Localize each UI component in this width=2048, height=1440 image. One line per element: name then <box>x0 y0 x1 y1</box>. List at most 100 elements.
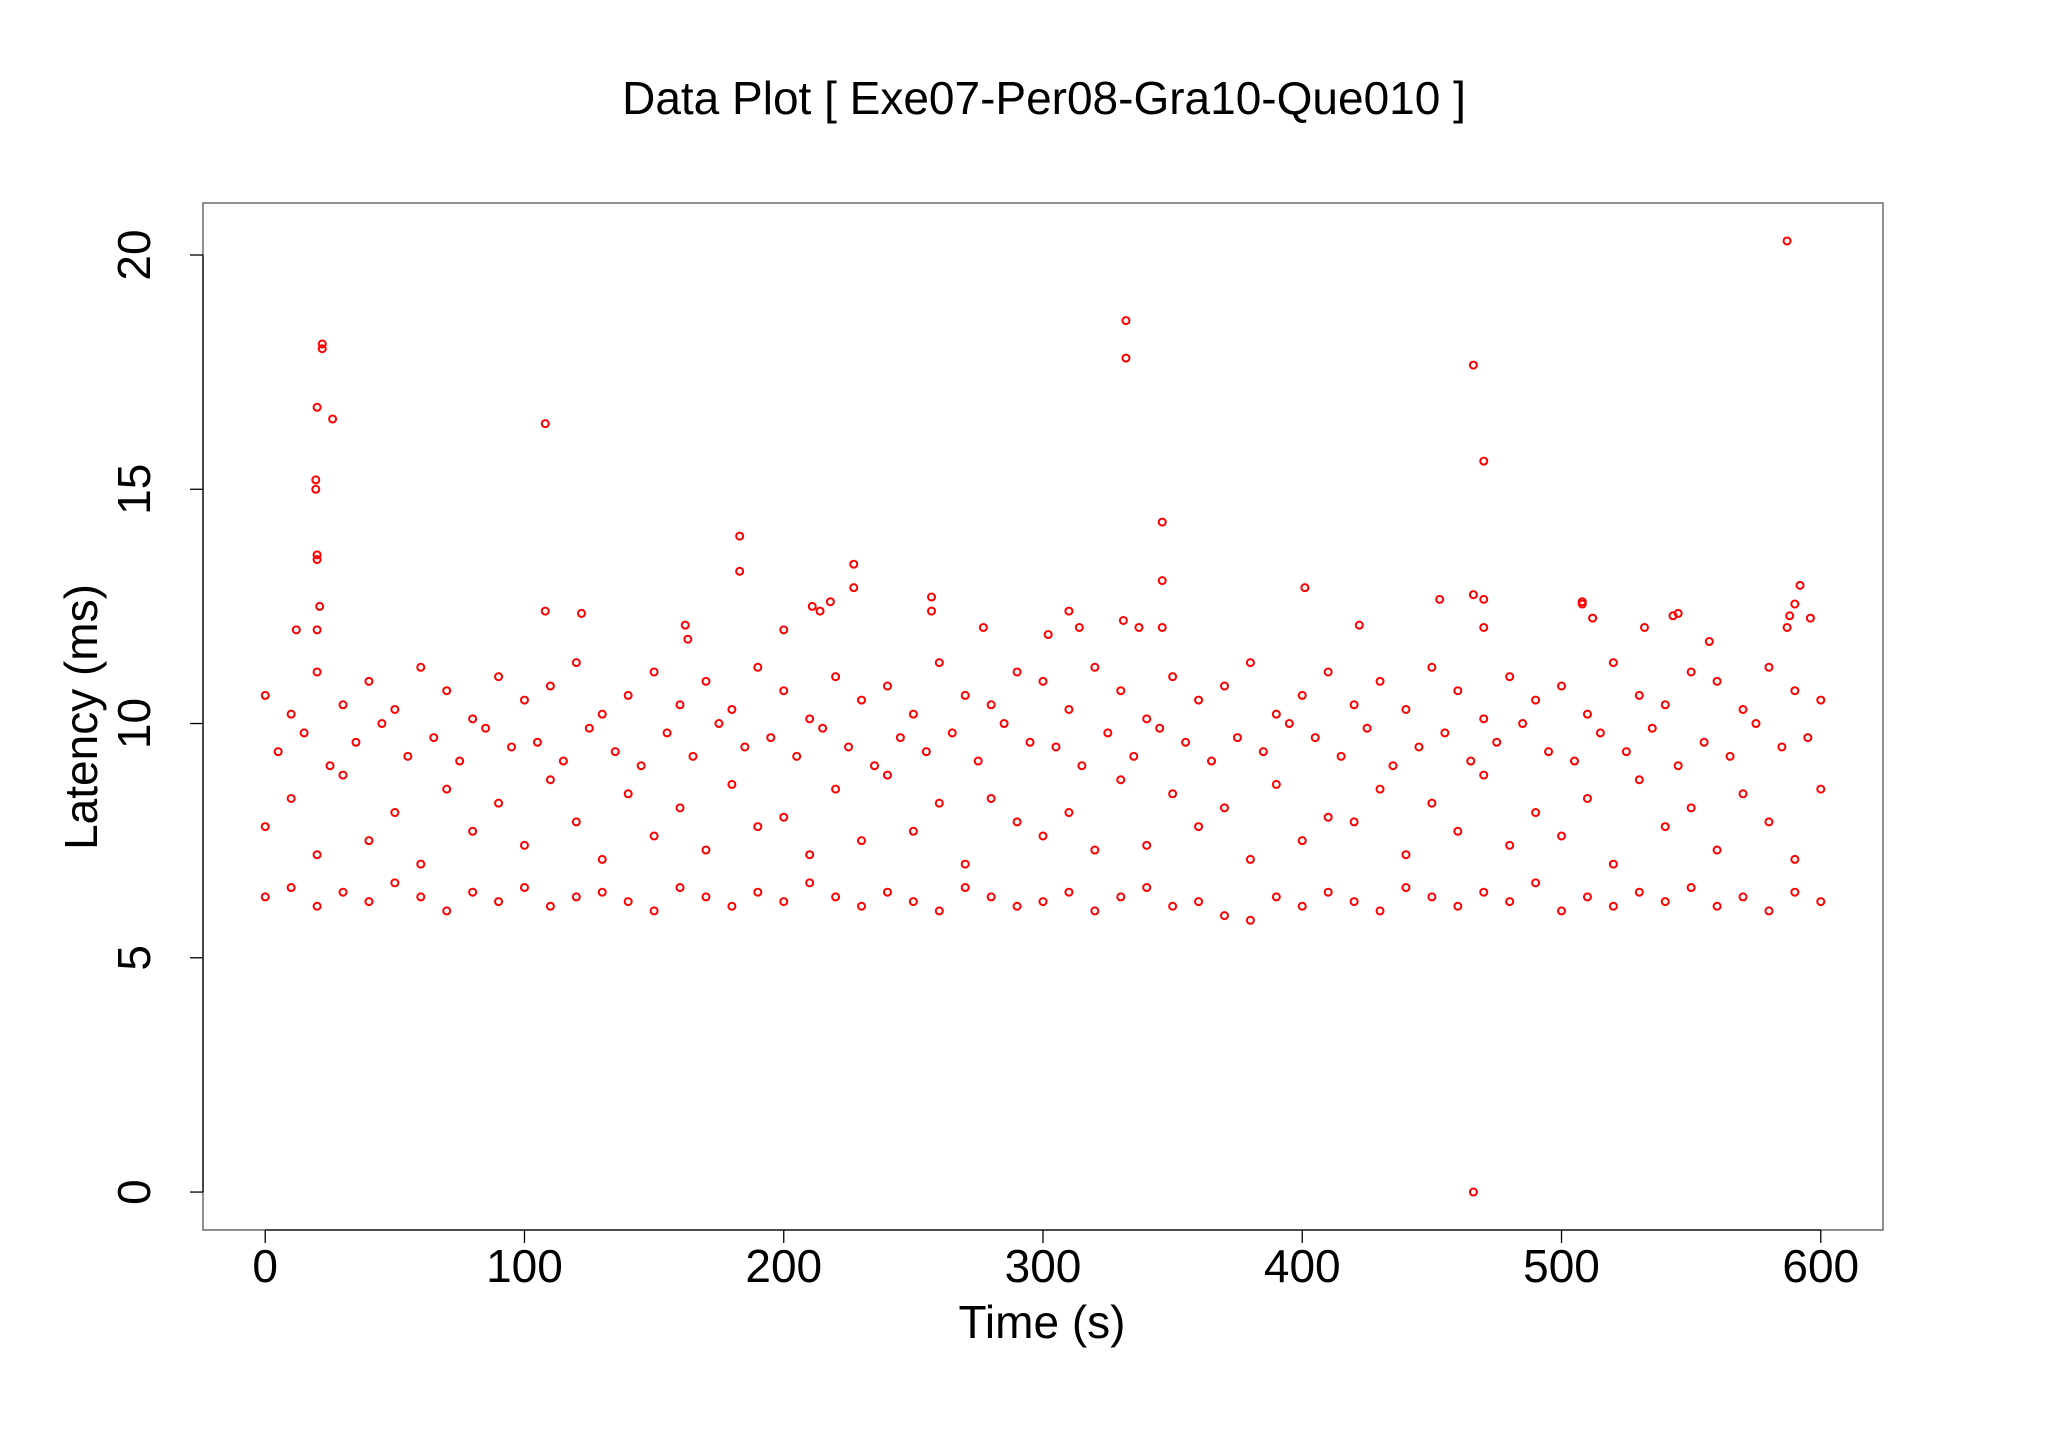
point <box>338 887 348 897</box>
point <box>675 883 685 893</box>
point <box>844 742 854 752</box>
point <box>1064 808 1074 818</box>
point <box>1090 845 1100 855</box>
point <box>1118 615 1128 625</box>
point <box>416 662 426 672</box>
point <box>1297 836 1307 846</box>
point <box>1468 590 1478 600</box>
point <box>1764 662 1774 672</box>
y-tick-label: 20 <box>108 229 160 280</box>
point <box>1777 742 1787 752</box>
point <box>481 723 491 733</box>
point <box>623 789 633 799</box>
point <box>1738 704 1748 714</box>
point <box>947 728 957 738</box>
point <box>1582 793 1592 803</box>
point <box>1297 901 1307 911</box>
point <box>727 704 737 714</box>
point <box>1479 594 1489 604</box>
point <box>1660 897 1670 907</box>
y-tick-label: 10 <box>108 698 160 749</box>
point <box>312 901 322 911</box>
point <box>1012 901 1022 911</box>
point <box>831 784 841 794</box>
point <box>1323 812 1333 822</box>
point <box>597 709 607 719</box>
point <box>286 883 296 893</box>
point <box>390 808 400 818</box>
point <box>1686 883 1696 893</box>
point <box>1116 775 1126 785</box>
x-axis-label: Time (s) <box>959 1296 1126 1348</box>
point <box>1468 1187 1478 1197</box>
x-tick-label: 200 <box>745 1240 822 1292</box>
point <box>1712 845 1722 855</box>
point <box>1025 737 1035 747</box>
point <box>727 779 737 789</box>
point <box>766 733 776 743</box>
point <box>260 690 270 700</box>
point <box>1258 747 1268 757</box>
point <box>934 906 944 916</box>
y-tick-label: 15 <box>108 464 160 515</box>
point <box>636 761 646 771</box>
point <box>1157 576 1167 586</box>
point <box>1064 887 1074 897</box>
point <box>1795 580 1805 590</box>
point <box>688 751 698 761</box>
point <box>1219 681 1229 691</box>
point <box>312 625 322 635</box>
point <box>1608 901 1618 911</box>
point <box>273 747 283 757</box>
point <box>286 793 296 803</box>
point <box>675 803 685 813</box>
point <box>1479 887 1489 897</box>
point <box>540 606 550 616</box>
y-tick-label: 0 <box>108 1179 160 1205</box>
point <box>1271 709 1281 719</box>
point <box>1621 747 1631 757</box>
point <box>735 566 745 576</box>
chart-title: Data Plot [ Exe07-Per08-Gra10-Que010 ] <box>622 72 1466 124</box>
plot-box <box>202 202 1884 1231</box>
point <box>1142 883 1152 893</box>
point <box>260 822 270 832</box>
point <box>1284 719 1294 729</box>
point <box>442 906 452 916</box>
point <box>1300 583 1310 593</box>
point <box>1531 808 1541 818</box>
point <box>908 709 918 719</box>
point <box>291 625 301 635</box>
point <box>1401 850 1411 860</box>
point <box>540 419 550 429</box>
point <box>1634 775 1644 785</box>
point <box>1608 859 1618 869</box>
point <box>818 723 828 733</box>
x-tick-label: 300 <box>1005 1240 1082 1292</box>
point <box>1116 892 1126 902</box>
point <box>934 798 944 808</box>
point <box>1660 700 1670 710</box>
point <box>1375 906 1385 916</box>
point <box>805 878 815 888</box>
point <box>1790 686 1800 696</box>
point <box>1816 897 1826 907</box>
point <box>1074 622 1084 632</box>
point <box>1782 622 1792 632</box>
point <box>1064 704 1074 714</box>
point <box>1466 756 1476 766</box>
point <box>1751 719 1761 729</box>
point <box>895 733 905 743</box>
point <box>1588 613 1598 623</box>
point <box>986 700 996 710</box>
point <box>753 662 763 672</box>
point <box>260 892 270 902</box>
x-tick-label: 600 <box>1782 1240 1859 1292</box>
point <box>468 887 478 897</box>
point <box>519 695 529 705</box>
x-tick-label: 0 <box>252 1240 278 1292</box>
point <box>1310 733 1320 743</box>
point <box>927 592 937 602</box>
point <box>377 719 387 729</box>
